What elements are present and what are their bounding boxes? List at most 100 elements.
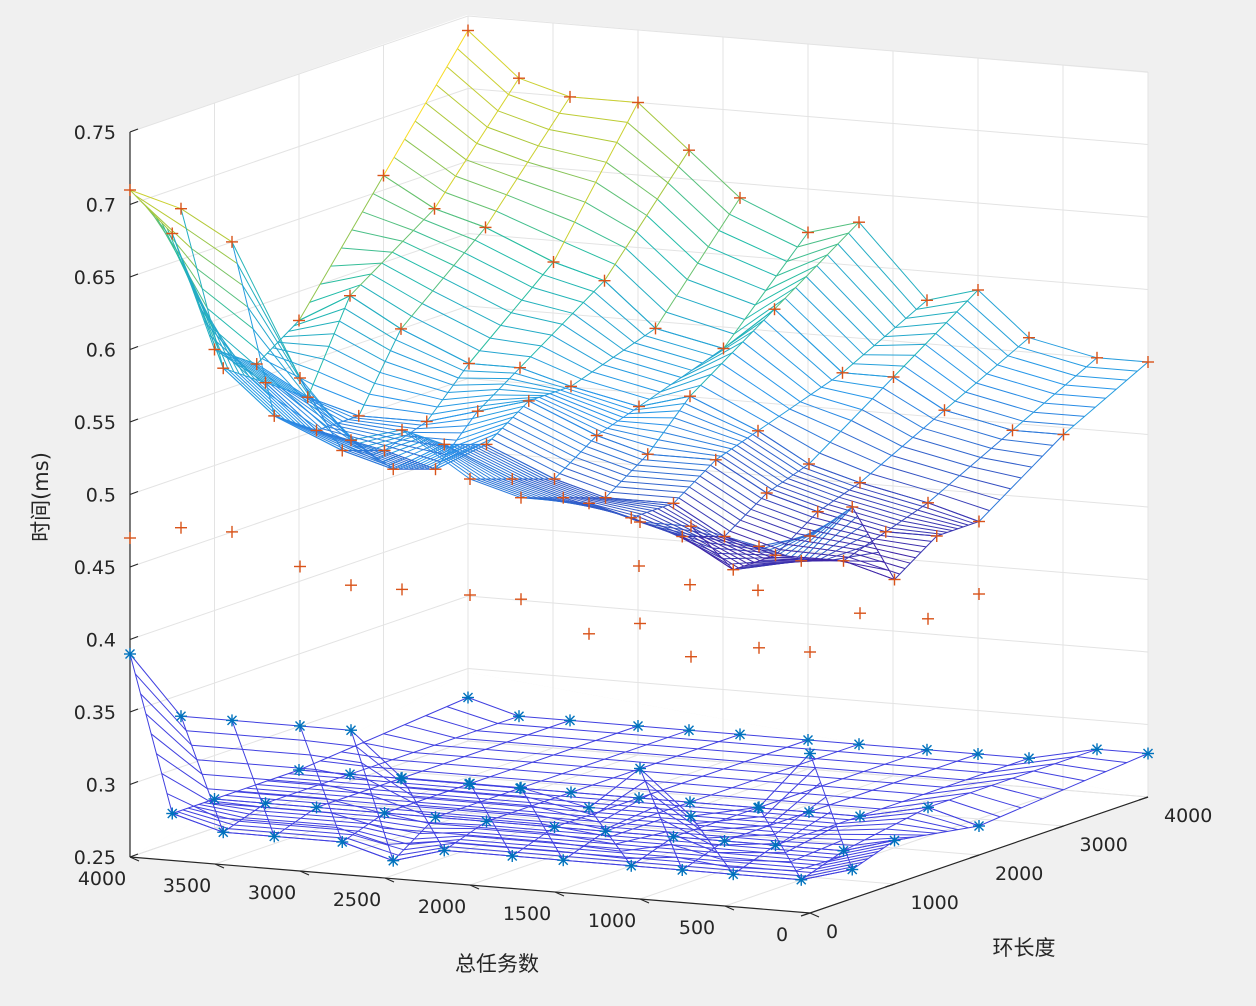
mesh-line [528, 385, 572, 402]
mesh-line [657, 847, 709, 853]
mesh-line [341, 247, 393, 253]
mesh-line [233, 371, 286, 420]
mesh-line [715, 459, 768, 494]
z-tick-label: 0.25 [74, 847, 116, 869]
marker-stroke [311, 802, 322, 813]
mesh-line [673, 502, 725, 537]
mesh-line [764, 852, 833, 859]
mesh-line [330, 262, 382, 267]
marker-stroke [167, 808, 178, 819]
star-marker [854, 810, 866, 823]
mesh-line [616, 486, 685, 493]
marker-stroke [668, 831, 679, 842]
mesh-line [936, 521, 980, 537]
mesh-line [667, 737, 719, 743]
plus-marker [310, 424, 323, 437]
y-tick-label: 3000 [1080, 834, 1128, 856]
mesh-line [827, 850, 879, 863]
mesh-line [843, 806, 929, 852]
mesh-line [344, 307, 396, 341]
mesh-line [662, 506, 715, 537]
mesh-line [145, 713, 198, 761]
mesh-line [742, 341, 812, 395]
marker-stroke [600, 826, 611, 837]
mesh-line [817, 828, 886, 832]
mesh-line [214, 349, 257, 365]
mesh-line [647, 854, 699, 860]
mesh-line [775, 815, 861, 846]
mesh-line [816, 265, 886, 337]
marker-stroke [565, 715, 575, 726]
mesh-line [356, 431, 408, 445]
mesh-line [863, 354, 915, 356]
mesh-line [161, 773, 213, 804]
x-axis-label: 总任务数 [455, 952, 539, 976]
y-axis-label: 环长度 [993, 936, 1056, 960]
plus-marker [879, 525, 892, 538]
mesh-line [538, 478, 590, 499]
plus-marker [633, 560, 645, 572]
mesh-line [859, 806, 929, 817]
plus-marker [718, 530, 731, 543]
mesh-line [688, 149, 741, 199]
mesh-line [316, 777, 402, 808]
plus-marker [294, 372, 306, 384]
mesh-line [244, 817, 296, 823]
mesh-line [894, 825, 980, 841]
marker-stroke [686, 811, 696, 822]
mesh-line [497, 817, 566, 824]
mesh-line [320, 273, 372, 285]
plus-marker [479, 221, 492, 234]
marker-stroke [796, 874, 807, 885]
mesh-line [703, 536, 755, 563]
mesh-line [223, 367, 266, 384]
x-tick-label: 3000 [248, 882, 296, 904]
marker-stroke [847, 864, 858, 875]
mesh-line [732, 787, 801, 794]
mesh-line [231, 241, 275, 417]
mesh-line [328, 781, 380, 787]
mesh-line [223, 802, 266, 833]
mesh-line [570, 462, 622, 482]
z-tick [129, 200, 139, 206]
mesh-line [134, 673, 187, 732]
mesh-line [254, 810, 306, 816]
mesh-line [508, 94, 560, 114]
mesh-line [679, 805, 748, 812]
mesh-line [805, 276, 875, 346]
mesh-line [395, 339, 464, 372]
marker-stroke [633, 721, 643, 731]
plus-marker [625, 511, 638, 524]
mesh-line [681, 783, 733, 789]
mesh-line [583, 766, 635, 772]
plus-marker [564, 90, 576, 103]
mesh-line [602, 364, 671, 386]
mesh-line [202, 773, 254, 779]
mesh-line [697, 536, 750, 565]
mesh-line [684, 403, 753, 435]
mesh-line [902, 446, 971, 467]
mesh-line [848, 556, 900, 575]
mesh-line [1012, 357, 1098, 431]
mesh-line [891, 455, 960, 477]
plus-marker [514, 361, 526, 374]
mesh-line [956, 760, 1008, 766]
mesh-line [198, 803, 250, 815]
mesh-line [426, 410, 478, 422]
mesh-line [236, 263, 306, 388]
mesh-line [467, 411, 519, 427]
mesh-line [384, 812, 436, 818]
mesh-line [475, 828, 544, 835]
mesh-line [389, 446, 441, 463]
mesh-line [316, 806, 385, 814]
plus-marker [973, 515, 985, 528]
mesh-line [739, 733, 809, 741]
mesh-line [735, 836, 787, 843]
plus-marker [921, 294, 933, 307]
plus-marker [565, 380, 577, 393]
mesh-line [342, 812, 385, 843]
marker-stroke [515, 783, 525, 794]
mesh-line [1012, 777, 1064, 791]
mesh-line [464, 252, 533, 288]
mesh-line [333, 333, 386, 362]
